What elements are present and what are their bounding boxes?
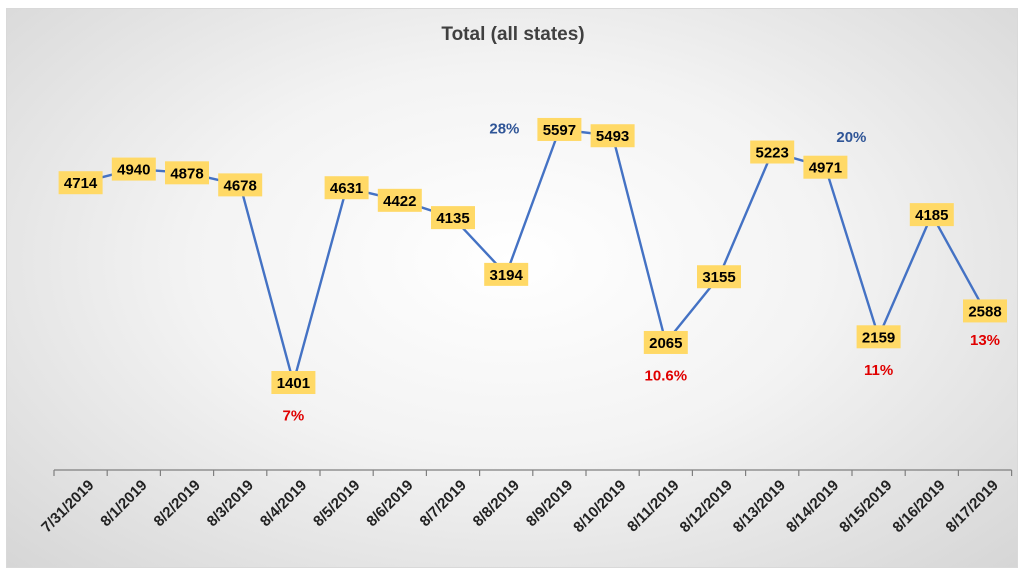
data-label-text: 4185 [915, 207, 948, 224]
data-label-text: 4631 [330, 180, 363, 197]
data-label-text: 3155 [702, 269, 735, 286]
data-label-text: 5597 [543, 122, 576, 139]
x-tick-label: 8/7/2019 [417, 477, 470, 530]
data-label-text: 4678 [224, 177, 257, 194]
x-tick-label: 8/5/2019 [310, 477, 363, 530]
data-label-text: 4971 [809, 160, 842, 177]
data-label-box [750, 140, 795, 164]
chart-area: Total (all states) 7/31/2019 8/1/2019 8/2/… [6, 8, 1018, 568]
data-label-box [431, 206, 475, 230]
x-tick-label: 8/4/2019 [257, 477, 310, 530]
series-line-path [80, 128, 987, 384]
x-tick-label: 8/8/2019 [470, 477, 523, 530]
data-label-box [803, 155, 848, 179]
data-label: 5493 [590, 124, 635, 148]
x-tick-label: 8/14/2019 [783, 477, 842, 536]
x-tick-label: 8/2/2019 [151, 477, 204, 530]
x-axis: 7/31/2019 8/1/2019 8/2/2019 8/3/2019 8/4/201… [38, 469, 1013, 536]
data-label-box [165, 161, 209, 185]
data-label: 2159 [856, 325, 901, 349]
data-label: 3155 [697, 265, 741, 289]
data-label: 4971 [803, 155, 848, 179]
data-label-box [909, 203, 954, 227]
series-line [80, 128, 987, 384]
data-label-text: 3194 [490, 267, 524, 284]
x-tick-label: 8/16/2019 [889, 477, 948, 536]
data-label-box [590, 124, 635, 148]
x-tick-label: 8/10/2019 [570, 477, 629, 536]
line-chart: Total (all states) 7/31/2019 8/1/2019 8/2/… [38, 24, 1013, 536]
x-tick-label: 8/1/2019 [97, 477, 150, 530]
chart-title: Total (all states) [441, 24, 584, 45]
x-tick-label: 8/12/2019 [677, 477, 736, 536]
data-label-text: 2065 [649, 335, 682, 352]
data-label: 4714 [58, 171, 103, 195]
x-tick-label: 8/13/2019 [730, 477, 789, 536]
data-label-box [697, 265, 741, 289]
data-label-box [537, 117, 582, 141]
x-tick-label: 8/15/2019 [836, 477, 895, 536]
data-label: 4678 [218, 173, 263, 197]
data-label-box [58, 171, 103, 195]
data-label: 4940 [111, 157, 156, 181]
data-label: 4422 [377, 188, 422, 212]
data-label-text: 4714 [64, 175, 98, 192]
data-label-box [218, 173, 263, 197]
data-label-box [963, 299, 1007, 323]
percent-annotation: 20% [836, 129, 866, 146]
x-tick-label: 8/9/2019 [523, 477, 576, 530]
data-label-box [377, 188, 422, 212]
percent-annotation: 13% [970, 332, 1000, 349]
percent-annotation: 28% [489, 120, 519, 137]
data-label-box [484, 262, 529, 286]
data-label: 3194 [484, 262, 529, 286]
data-label: 2065 [643, 330, 688, 354]
x-tick-label: 8/6/2019 [363, 477, 416, 530]
data-label-text: 5223 [756, 145, 789, 162]
percent-annotation: 11% [864, 362, 893, 379]
data-label-text: 4940 [117, 162, 150, 179]
data-label: 4185 [909, 203, 954, 227]
data-label-box [271, 371, 316, 395]
data-label-text: 4422 [383, 193, 416, 210]
data-label: 1401 [271, 371, 316, 395]
data-label-text: 1401 [277, 375, 310, 392]
data-label-text: 5493 [596, 128, 629, 145]
data-label-text: 2159 [862, 329, 895, 346]
x-tick-label: 7/31/2019 [38, 477, 97, 536]
data-label: 4631 [324, 176, 369, 200]
data-label: 5223 [750, 140, 795, 164]
data-label: 5597 [537, 117, 582, 141]
percent-annotation: 7% [283, 408, 305, 425]
data-labels: 4714 4940 4878 4678 1401 4631 4422 4135 3194 5597… [58, 117, 1007, 395]
data-label-text: 4135 [436, 210, 469, 227]
data-label-box [856, 325, 901, 349]
x-tick-label: 8/17/2019 [943, 477, 1002, 536]
data-label: 4878 [165, 161, 209, 185]
data-label-text: 2588 [968, 303, 1001, 320]
data-label-box [643, 330, 688, 354]
annotations: 28% 20% 7% 10.6% 11% 13% [283, 120, 1000, 424]
data-label: 4135 [431, 206, 475, 230]
data-label-text: 4878 [170, 165, 203, 182]
data-label: 2588 [963, 299, 1007, 323]
x-tick-label: 8/3/2019 [204, 477, 257, 530]
x-tick-label: 8/11/2019 [624, 477, 683, 536]
data-label-box [324, 176, 369, 200]
data-label-box [111, 157, 156, 181]
percent-annotation: 10.6% [645, 367, 688, 384]
